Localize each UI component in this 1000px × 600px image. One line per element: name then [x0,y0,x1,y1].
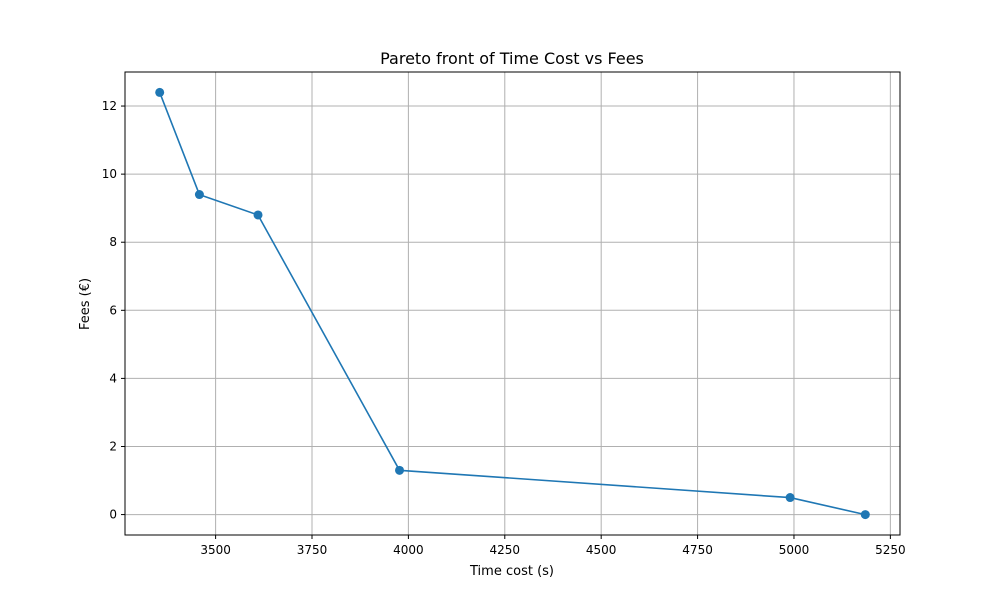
y-tick-label: 4 [109,371,117,385]
data-point [860,510,870,520]
data-point [395,465,405,475]
plot-frame [124,71,901,536]
y-tick-label: 6 [109,303,117,317]
x-tick-label: 3750 [297,543,328,557]
grid [125,72,900,535]
data-point [253,210,263,220]
y-axis-label: Fees (€) [78,278,93,330]
x-tick-label: 4000 [393,543,424,557]
x-tick-label: 4250 [490,543,521,557]
y-tick-label: 2 [109,439,117,453]
data-point [155,87,165,97]
ticks: 3500 3750 4000 4250 4500 4750 5000 5250 0 2 4 6 8 10 1… [102,99,906,557]
x-tick-label: 3500 [200,543,231,557]
y-tick-label: 12 [102,99,117,113]
y-tick-label: 8 [109,235,117,249]
x-axis-label: Time cost (s) [469,564,554,579]
x-tick-label: 4500 [586,543,617,557]
chart-title: Pareto front of Time Cost vs Fees [380,49,644,68]
x-tick-label: 4750 [682,543,713,557]
y-tick-label: 0 [109,508,117,522]
series-line [158,92,866,516]
data-point [194,190,204,200]
x-tick-label: 5250 [875,543,906,557]
series-layer [155,87,870,520]
data-point [785,493,795,503]
y-tick-label: 10 [102,167,117,181]
x-tick-label: 5000 [779,543,810,557]
